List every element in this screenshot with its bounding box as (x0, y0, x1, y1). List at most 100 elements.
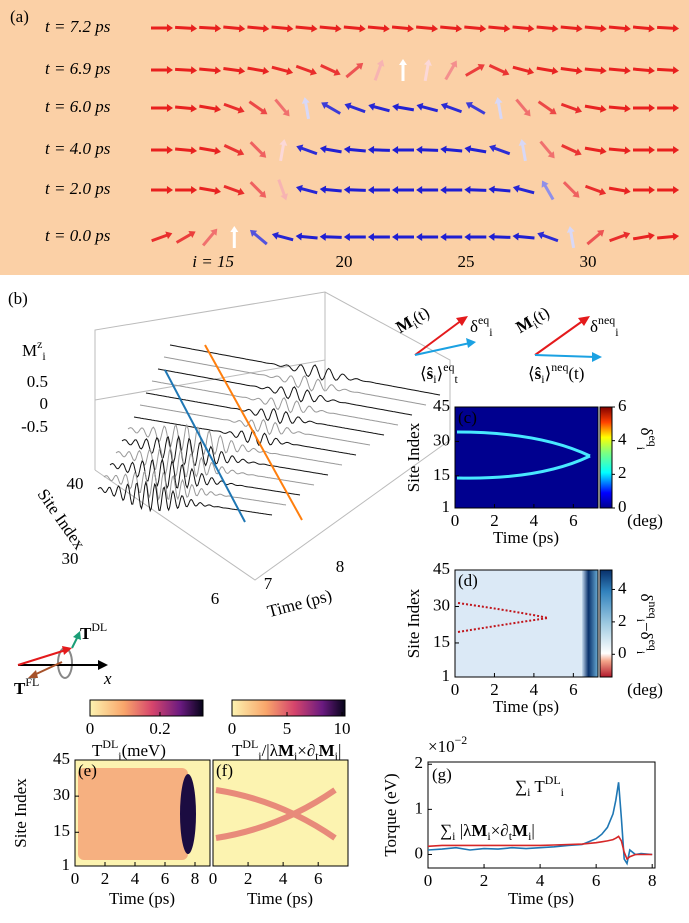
arrow-shaft (468, 103, 486, 115)
arrow-head (309, 67, 317, 76)
x-tick-label: 4 (279, 869, 288, 888)
arrow-shaft (515, 98, 529, 115)
arrow-shaft (299, 146, 318, 156)
panel-label: (c) (458, 408, 477, 427)
trace (133, 416, 357, 456)
arrow-head (623, 231, 631, 240)
arrow-head (214, 24, 222, 33)
spin-arrow (271, 231, 294, 242)
text-part: i (634, 619, 648, 623)
spin-arrow (512, 24, 535, 33)
spin-arrow (416, 145, 439, 154)
arrow-head (191, 186, 198, 194)
arrow-head (624, 24, 631, 33)
arrow-shaft (223, 66, 242, 73)
arrow-head (399, 59, 407, 66)
arrow-head (166, 66, 173, 74)
spin-arrow (464, 24, 487, 33)
arrow-head (190, 24, 198, 33)
arrow-head (237, 148, 245, 156)
arrow-head (464, 233, 471, 241)
colorbar-unit: (deg) (627, 511, 663, 530)
spin-arrow (274, 98, 290, 117)
text-part: −δ (637, 622, 656, 640)
arrow-shaft (299, 234, 318, 240)
cbar-tick-label: 2 (618, 611, 627, 630)
text-part: i (527, 785, 531, 799)
heatmap-d (455, 570, 598, 677)
x-tick-label: 4 (530, 680, 539, 699)
cbar-tick-label: 0 (618, 497, 627, 516)
text-part: M (22, 341, 37, 360)
text-part: neq (646, 602, 660, 619)
spin-arrow (444, 60, 458, 81)
vector-label: ⟨ŝi⟩eqt (420, 360, 458, 386)
arrow-shaft (303, 101, 310, 120)
arrow-shaft (201, 230, 216, 247)
angle-label: δeqi (470, 313, 493, 339)
text-part: M (471, 821, 487, 840)
arrow-head (450, 60, 458, 68)
arrow-head (392, 146, 399, 154)
colorbar-label: δeqi (634, 428, 660, 451)
panel-b-box (94, 291, 451, 581)
axis-label: Time (ps) (265, 586, 334, 621)
arrow-shaft (323, 147, 342, 154)
spin-arrow (536, 66, 559, 75)
colorbar-label: δneqi−δeqi (634, 594, 660, 655)
arrow-head (383, 24, 390, 33)
arrow-head (367, 145, 375, 154)
text-part: ∑ (515, 777, 527, 796)
arrow-head (259, 150, 267, 158)
arrow-shaft (223, 102, 242, 112)
text-part: i (634, 651, 648, 655)
arrow-shaft (295, 25, 314, 31)
arrow-shaft (275, 233, 294, 242)
text-part: t (454, 372, 458, 386)
spin-arrow (566, 226, 576, 249)
y-tick-label: 45 (433, 396, 450, 415)
arrow-head (600, 66, 607, 75)
spin-arrow (608, 24, 631, 33)
arrow-head (343, 185, 350, 194)
axes-frame (454, 406, 599, 509)
panel-b-traces (97, 344, 441, 516)
arrow-shaft (584, 104, 603, 111)
spin-arrow (423, 59, 432, 82)
arrow-head (528, 24, 535, 33)
x-tick-label: 0 (86, 719, 95, 738)
text-part: δ (470, 317, 478, 336)
spin-arrow (488, 24, 511, 33)
arrow-shaft (608, 105, 627, 111)
x-tick-label: 8 (336, 557, 345, 576)
spin-arrow (295, 184, 318, 195)
site-label: 30 (580, 252, 597, 271)
cbar-tick-label: 2 (618, 463, 627, 482)
arrow-head (237, 187, 245, 196)
arrow-head (319, 145, 327, 154)
arrow-head (238, 24, 246, 33)
arrow-shaft (537, 100, 554, 114)
arrow-shaft (319, 25, 338, 31)
spin-arrow (465, 64, 485, 77)
axes-frame (212, 759, 349, 867)
colorbar-d (599, 569, 613, 678)
spin-arrow (320, 63, 341, 76)
axis-label: Time (ps) (508, 889, 574, 908)
arrow-shaft (632, 234, 651, 241)
arrow-shaft (465, 65, 482, 77)
spin-arrow (199, 104, 222, 113)
arrow-head (648, 232, 655, 241)
trace (109, 457, 301, 496)
axis-label: Time (ps) (493, 697, 559, 716)
spin-arrow (416, 24, 439, 33)
arrow-head (188, 231, 196, 238)
arrow-head (440, 233, 447, 241)
trace (163, 356, 427, 406)
arrow-head (440, 186, 447, 194)
legend-entry: ∑i |λMi×∂tMi| (440, 821, 535, 843)
arrow-head (214, 104, 222, 113)
arrow-shaft (279, 143, 286, 162)
arrow-head (296, 144, 304, 153)
arrow-head (295, 232, 303, 241)
